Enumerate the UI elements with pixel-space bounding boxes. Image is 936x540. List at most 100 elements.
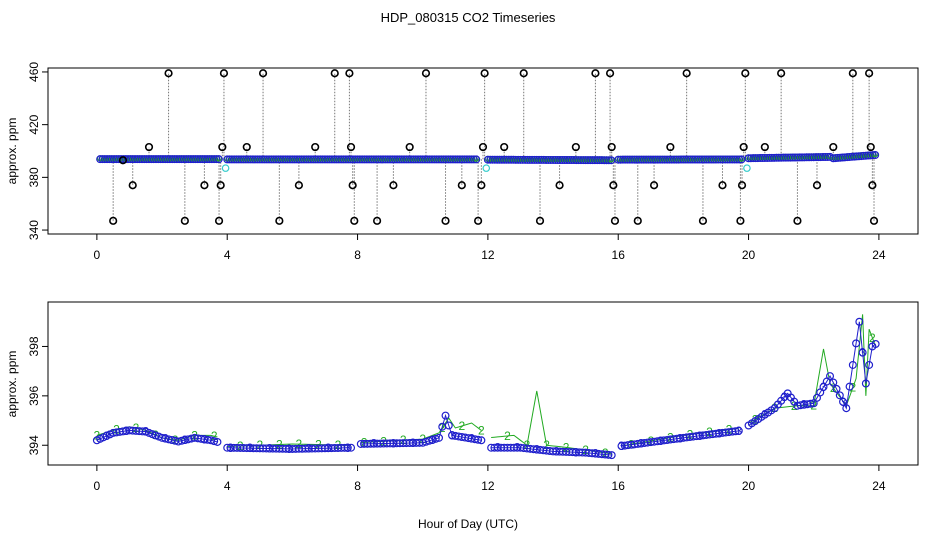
bottom-series-point-3 bbox=[477, 436, 486, 445]
bottom-series-marker-3: 3 bbox=[781, 390, 788, 404]
top-baseline-point bbox=[469, 155, 478, 164]
bottom-series-point-3 bbox=[852, 339, 861, 348]
top-y-axis-label: approx. ppm bbox=[5, 118, 19, 185]
top-black-point bbox=[258, 69, 268, 78]
top-black-point bbox=[477, 181, 486, 190]
top-baseline-point bbox=[735, 155, 744, 164]
top-black-point bbox=[109, 216, 118, 225]
top-baseline-point bbox=[472, 155, 481, 164]
top-black-point bbox=[571, 142, 580, 152]
top-black-point bbox=[128, 181, 137, 190]
top-black-point bbox=[216, 181, 225, 190]
top-black-point bbox=[718, 181, 727, 190]
top-x-axis: 0 4 8 12 16 20 24 bbox=[94, 233, 886, 262]
top-black-point bbox=[180, 216, 189, 225]
top-black-point bbox=[633, 216, 642, 225]
bottom-series-marker-3: 3 bbox=[840, 395, 847, 409]
top-black-point bbox=[741, 69, 750, 78]
bottom-series: 2 2 2 2 2 2 22 2 2 2 2 2 2 2 2 22 2 2 22 2 2 2 22 2 2 2 2 222 2 22 223… bbox=[92, 314, 880, 461]
bottom-series-point-3 bbox=[845, 382, 854, 391]
top-black-point bbox=[535, 216, 545, 225]
top-black-point bbox=[812, 181, 822, 190]
figure-title: HDP_080315 CO2 Timeseries bbox=[381, 10, 556, 25]
top-black-point bbox=[868, 181, 877, 190]
bottom-series-point-3 bbox=[444, 421, 453, 430]
bottom-x-tick-label: 24 bbox=[872, 479, 886, 493]
top-baseline-point bbox=[871, 150, 880, 159]
top-black-point bbox=[698, 216, 708, 225]
bottom-series-marker-2: 2 bbox=[478, 423, 485, 437]
bottom-series-point-3 bbox=[431, 434, 440, 443]
bottom-series-point-3 bbox=[848, 360, 857, 369]
top-y-tick-label: 380 bbox=[27, 167, 41, 187]
bottom-series-point-3 bbox=[829, 378, 838, 387]
bottom-series-marker-2: 2 bbox=[458, 419, 465, 433]
bottom-series-marker-3: 3 bbox=[859, 346, 866, 360]
bottom-x-tick-label: 20 bbox=[742, 479, 756, 493]
bottom-series-point-3 bbox=[855, 317, 864, 326]
bottom-series-line-3 bbox=[748, 321, 876, 426]
top-black-point bbox=[389, 181, 398, 190]
top-black-point bbox=[829, 142, 838, 152]
top-black-point bbox=[760, 142, 769, 152]
bottom-series-marker-2: 2 bbox=[133, 421, 140, 435]
bottom-y-tick-label: 398 bbox=[27, 336, 41, 356]
top-baseline-point bbox=[467, 155, 476, 164]
top-black-point bbox=[739, 142, 748, 152]
top-black-point bbox=[478, 142, 488, 152]
bottom-series-point-3 bbox=[347, 443, 356, 452]
top-baseline-point bbox=[212, 155, 221, 164]
bottom-series-marker-2: 2 bbox=[191, 428, 198, 442]
top-y-tick-label: 420 bbox=[27, 114, 41, 134]
top-black-point bbox=[405, 142, 414, 152]
bottom-series-point-3 bbox=[839, 397, 848, 406]
bottom-series-marker-2: 2 bbox=[504, 429, 511, 443]
top-black-point bbox=[605, 69, 615, 78]
top-black-point bbox=[441, 216, 450, 225]
bottom-series-point-3 bbox=[826, 372, 835, 381]
top-black-point bbox=[346, 142, 356, 152]
top-cyan-point bbox=[221, 164, 230, 172]
bottom-series-marker-2: 2 bbox=[543, 438, 550, 452]
bottom-series-point-3 bbox=[871, 339, 880, 348]
top-black-point bbox=[474, 216, 483, 225]
top-x-tick-label: 12 bbox=[481, 248, 495, 262]
top-black-points bbox=[109, 69, 879, 225]
top-baseline-point bbox=[604, 156, 613, 165]
top-black-point bbox=[214, 216, 224, 225]
bottom-series-point-3 bbox=[858, 348, 867, 357]
top-black-point bbox=[610, 216, 620, 225]
top-baseline-points bbox=[96, 150, 880, 165]
top-black-point bbox=[793, 216, 802, 225]
bottom-panel: 2 2 2 2 2 2 22 2 2 2 2 2 2 2 2 22 2 2 22 2 2 2 22 2 2 2 2 222 2 22 223… bbox=[5, 301, 919, 493]
top-black-point bbox=[519, 69, 528, 78]
top-black-point bbox=[777, 69, 786, 78]
bottom-series-marker-3: 3 bbox=[820, 380, 827, 394]
bottom-series-point-3 bbox=[607, 451, 616, 460]
bottom-series-marker-2: 2 bbox=[296, 437, 303, 451]
top-black-point bbox=[218, 142, 227, 152]
top-panel: 0 4 8 12 16 20 24 340 380 420 460 approx. ppm bbox=[5, 62, 919, 262]
bottom-y-axis: 394 396 398 bbox=[27, 336, 49, 455]
bottom-series-point-3 bbox=[832, 384, 841, 393]
bottom-series-point-3 bbox=[441, 411, 450, 420]
bottom-x-tick-label: 4 bbox=[224, 479, 231, 493]
top-black-point bbox=[737, 181, 747, 190]
bottom-series-marker-2: 2 bbox=[582, 443, 589, 457]
top-black-point bbox=[330, 69, 339, 78]
bottom-series-point-3 bbox=[861, 379, 870, 388]
top-black-point bbox=[736, 216, 745, 225]
bottom-series-point-3 bbox=[835, 391, 844, 400]
top-black-point bbox=[866, 142, 875, 152]
top-cyan-point bbox=[743, 164, 751, 172]
top-cyan-points bbox=[221, 164, 751, 172]
bottom-series-marker-2: 2 bbox=[276, 438, 283, 452]
bottom-y-axis-label: approx. ppm bbox=[5, 351, 19, 418]
top-black-point bbox=[848, 69, 857, 78]
bottom-x-tick-label: 8 bbox=[354, 479, 361, 493]
bottom-series-point-3 bbox=[806, 399, 815, 408]
bottom-series-marker-2: 2 bbox=[869, 331, 876, 345]
top-black-point bbox=[242, 142, 251, 152]
bottom-series-point-3 bbox=[213, 437, 222, 446]
